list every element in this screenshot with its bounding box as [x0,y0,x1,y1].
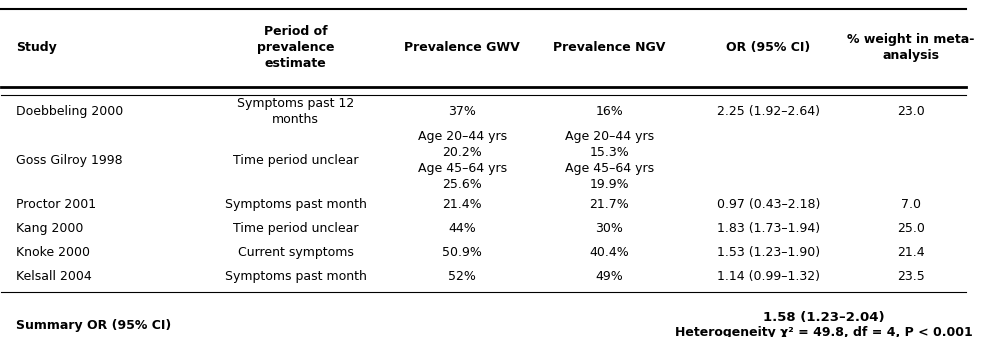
Text: Symptoms past 12
months: Symptoms past 12 months [237,97,355,126]
Text: Current symptoms: Current symptoms [237,246,354,259]
Text: 44%: 44% [448,222,476,235]
Text: 52%: 52% [448,270,476,283]
Text: Knoke 2000: Knoke 2000 [16,246,90,259]
Text: 21.4: 21.4 [897,246,925,259]
Text: 40.4%: 40.4% [589,246,629,259]
Text: Summary OR (95% CI): Summary OR (95% CI) [16,319,171,332]
Text: 7.0: 7.0 [901,198,921,211]
Text: 23.5: 23.5 [897,270,925,283]
Text: 0.97 (0.43–2.18): 0.97 (0.43–2.18) [716,198,821,211]
Text: 37%: 37% [448,105,476,118]
Text: 50.9%: 50.9% [442,246,482,259]
Text: Period of
prevalence
estimate: Period of prevalence estimate [257,26,335,70]
Text: Prevalence GWV: Prevalence GWV [404,41,520,55]
Text: Symptoms past month: Symptoms past month [224,270,367,283]
Text: Kang 2000: Kang 2000 [16,222,83,235]
Text: 23.0: 23.0 [897,105,925,118]
Text: 21.4%: 21.4% [442,198,482,211]
Text: Prevalence NGV: Prevalence NGV [553,41,665,55]
Text: Goss Gilroy 1998: Goss Gilroy 1998 [16,154,122,167]
Text: Age 20–44 yrs
20.2%
Age 45–64 yrs
25.6%: Age 20–44 yrs 20.2% Age 45–64 yrs 25.6% [418,130,507,191]
Text: Time period unclear: Time period unclear [232,154,359,167]
Text: 1.83 (1.73–1.94): 1.83 (1.73–1.94) [716,222,820,235]
Text: 49%: 49% [595,270,623,283]
Text: 1.58 (1.23–2.04): 1.58 (1.23–2.04) [764,311,885,325]
Text: % weight in meta-
analysis: % weight in meta- analysis [847,33,975,62]
Text: Proctor 2001: Proctor 2001 [16,198,96,211]
Text: Symptoms past month: Symptoms past month [224,198,367,211]
Text: Age 20–44 yrs
15.3%
Age 45–64 yrs
19.9%: Age 20–44 yrs 15.3% Age 45–64 yrs 19.9% [565,130,654,191]
Text: Study: Study [16,41,56,55]
Text: 16%: 16% [595,105,623,118]
Text: 30%: 30% [595,222,623,235]
Text: 1.53 (1.23–1.90): 1.53 (1.23–1.90) [716,246,820,259]
Text: 21.7%: 21.7% [589,198,629,211]
Text: 2.25 (1.92–2.64): 2.25 (1.92–2.64) [717,105,820,118]
Text: Time period unclear: Time period unclear [232,222,359,235]
Text: Doebbeling 2000: Doebbeling 2000 [16,105,123,118]
Text: OR (95% CI): OR (95% CI) [726,41,811,55]
Text: Heterogeneity χ² = 49.8, df = 4, P < 0.001: Heterogeneity χ² = 49.8, df = 4, P < 0.0… [675,326,973,337]
Text: 25.0: 25.0 [897,222,925,235]
Text: 1.14 (0.99–1.32): 1.14 (0.99–1.32) [717,270,820,283]
Text: Kelsall 2004: Kelsall 2004 [16,270,91,283]
